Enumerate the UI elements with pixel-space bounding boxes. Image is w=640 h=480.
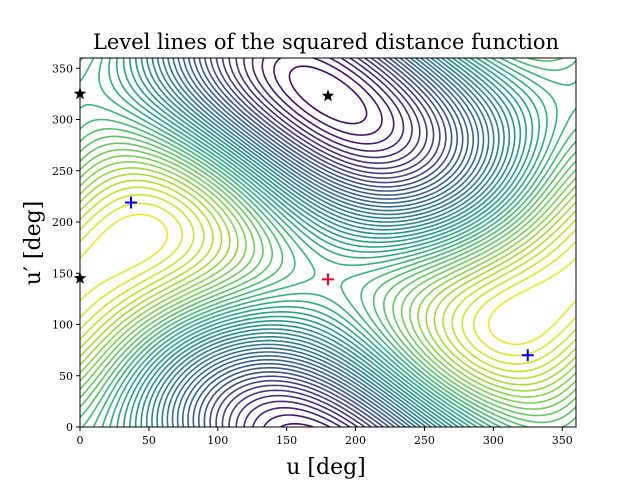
contour-level-29 [98,58,558,427]
contour-level-12 [198,58,458,427]
contour-level-28 [108,58,548,427]
x-tick-label: 300 [483,434,504,447]
contour-level-23 [140,58,516,427]
x-axis-label: u [deg] [286,455,366,480]
contour-level-34 [80,142,576,417]
y-tick-label: 50 [59,370,73,383]
x-tick-label: 0 [77,434,84,447]
y-tick-label: 300 [52,114,73,127]
plot-frame [79,57,577,428]
contour-level-24 [134,58,522,427]
contour-level-44 [80,213,576,346]
contour-level-37 [80,161,576,398]
maximum-marker [321,89,335,102]
y-tick-label: 200 [52,216,73,229]
contour-level-15 [182,58,474,427]
contour-level-43 [80,202,576,357]
contour-lines [80,58,576,427]
contour-level-1 [288,65,368,125]
x-tick-label: 250 [414,434,435,447]
contour-level-38 [80,167,576,392]
contour-level-25 [129,58,527,427]
contour-level-5 [243,58,413,427]
contour-level-41 [80,186,576,373]
contour-level-33 [80,135,576,424]
contour-level-14 [187,58,469,427]
critical-point-markers [73,87,534,362]
saddle-point-marker [124,196,137,209]
contour-level-10 [209,58,447,427]
contour-level-40 [80,179,576,380]
axes: 0 50 100 150 200 250 300 350 0 50 100 150 200 250 300 3… [52,57,577,447]
y-tick-label: 350 [52,62,73,75]
contour-level-9 [215,58,441,427]
x-tick-label: 350 [552,434,573,447]
x-tick-label: 150 [276,434,297,447]
y-axis-label: u′ [deg] [21,201,46,286]
contour-level-36 [80,155,576,404]
contour-level-20 [156,58,500,427]
y-tick-label: 150 [52,267,73,280]
y-tick-label: 100 [52,319,73,332]
contour-level-26 [122,58,534,427]
minimum-marker [322,273,334,286]
contour-level-18 [166,58,490,427]
contour-level-8 [221,58,435,427]
contour-level-11 [203,58,453,427]
x-tick-label: 200 [345,434,366,447]
contour-level-7 [228,58,428,427]
contour-level-17 [171,58,485,427]
contour-level-27 [116,58,540,427]
contour-level-39 [80,173,576,386]
contour-level-6 [235,58,421,427]
contour-level-13 [192,58,464,427]
x-tick-label: 100 [207,434,228,447]
contour-level-22 [145,58,511,427]
contour-level-3 [261,58,395,427]
contour-level-4 [251,58,405,427]
x-tick-label: 50 [142,434,156,447]
contour-level-19 [161,58,495,427]
contour-level-21 [151,58,505,427]
y-tick-label: 0 [66,421,73,434]
contour-level-32 [80,58,576,427]
y-tick-label: 250 [52,165,73,178]
saddle-point-marker [521,349,534,362]
chart-title: Level lines of the squared distance func… [93,30,559,54]
contour-level-16 [176,58,480,427]
